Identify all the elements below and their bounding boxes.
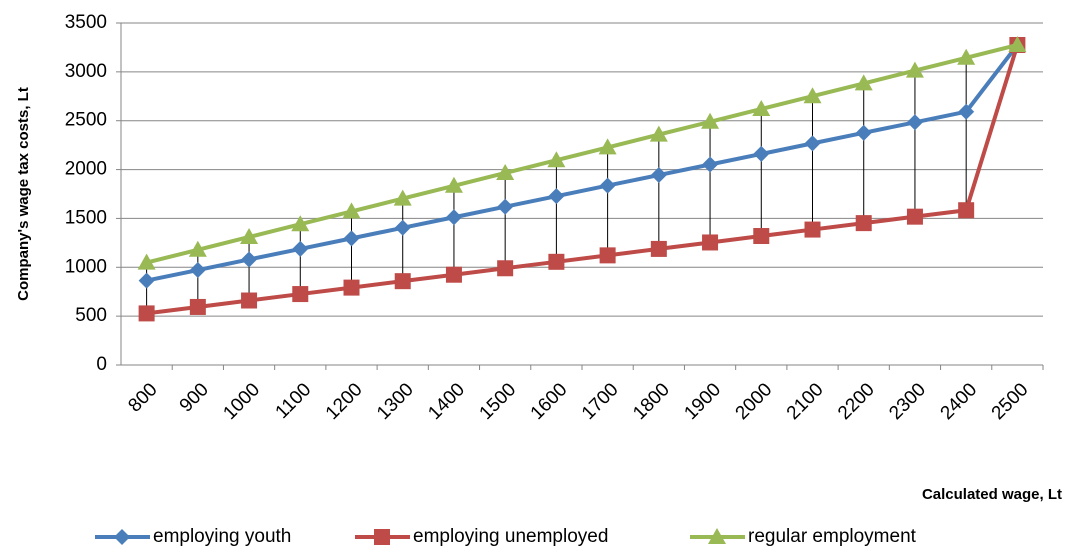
- marker: [343, 230, 360, 247]
- marker: [804, 221, 821, 238]
- x-tick-label: 900: [176, 379, 213, 416]
- marker: [393, 189, 412, 206]
- x-tick-label: 2400: [937, 379, 982, 424]
- marker: [708, 528, 726, 544]
- marker: [548, 188, 565, 205]
- x-tick-label: 1400: [424, 379, 469, 424]
- legend-label: employing unemployed: [413, 526, 608, 547]
- y-tick-label: 0: [96, 354, 107, 375]
- x-tick-label: 1200: [322, 379, 367, 424]
- marker: [650, 240, 667, 257]
- marker: [138, 305, 155, 322]
- marker: [497, 260, 514, 277]
- x-tick-label: 1000: [219, 379, 264, 424]
- series-line: [146, 43, 1019, 283]
- marker: [958, 103, 975, 120]
- marker: [957, 48, 976, 65]
- marker: [137, 253, 156, 270]
- y-tick-label: 500: [75, 305, 107, 326]
- marker: [701, 112, 720, 129]
- marker: [958, 202, 975, 219]
- x-tick-label: 1700: [578, 379, 623, 424]
- x-tick-label: 2500: [988, 379, 1033, 424]
- x-tick-label: 1900: [680, 379, 725, 424]
- marker: [189, 262, 206, 279]
- marker: [855, 124, 872, 141]
- y-tick-label: 2000: [65, 159, 107, 180]
- x-tick-label: 1500: [476, 379, 521, 424]
- marker: [241, 251, 258, 268]
- y-axis-title: Company's wage tax costs, Lt: [15, 87, 32, 301]
- marker: [188, 240, 207, 257]
- x-tick-label: 1800: [629, 379, 674, 424]
- marker: [649, 125, 668, 142]
- marker: [548, 253, 565, 270]
- x-tick-label: 2300: [885, 379, 930, 424]
- marker: [804, 135, 821, 152]
- x-tick-label: 2000: [732, 379, 777, 424]
- marker: [753, 228, 770, 245]
- marker: [138, 272, 155, 289]
- x-tick-label: 1100: [272, 379, 316, 423]
- marker: [752, 99, 771, 116]
- legend-label: regular employment: [748, 526, 917, 547]
- y-tick-label: 3500: [65, 12, 107, 33]
- marker: [906, 208, 923, 225]
- marker: [598, 138, 617, 155]
- marker: [445, 266, 462, 283]
- series-line: [146, 43, 1018, 265]
- marker: [855, 215, 872, 232]
- marker: [496, 163, 515, 180]
- marker: [702, 156, 719, 173]
- marker: [906, 114, 923, 131]
- marker: [292, 286, 309, 303]
- marker: [803, 87, 822, 104]
- marker: [497, 198, 514, 215]
- marker: [189, 298, 206, 315]
- series-line: [146, 44, 1020, 316]
- y-tick-label: 2500: [65, 110, 107, 131]
- marker: [114, 529, 130, 545]
- marker: [291, 215, 310, 232]
- marker: [1008, 35, 1027, 52]
- marker: [394, 219, 411, 236]
- marker: [905, 61, 924, 78]
- y-tick-label: 1000: [65, 256, 107, 277]
- marker: [547, 151, 566, 168]
- marker: [650, 167, 667, 184]
- marker: [445, 209, 462, 226]
- marker: [374, 529, 390, 545]
- x-tick-label: 1600: [527, 379, 572, 424]
- marker: [444, 176, 463, 193]
- marker: [241, 292, 258, 309]
- x-tick-label: 2100: [783, 379, 828, 424]
- marker: [702, 234, 719, 251]
- legend-label: employing youth: [153, 526, 291, 547]
- y-tick-label: 1500: [65, 207, 107, 228]
- marker: [240, 227, 259, 244]
- marker: [292, 240, 309, 257]
- x-tick-label: 2200: [834, 379, 879, 424]
- x-tick-label: 800: [124, 379, 161, 416]
- x-axis-title: Calculated wage, Lt: [922, 486, 1062, 503]
- marker: [599, 247, 616, 264]
- marker: [599, 177, 616, 194]
- marker: [854, 74, 873, 91]
- x-tick-label: 1300: [373, 379, 418, 424]
- marker: [394, 273, 411, 290]
- marker: [342, 202, 361, 219]
- y-tick-label: 3000: [65, 61, 107, 82]
- marker: [753, 145, 770, 162]
- marker: [343, 279, 360, 296]
